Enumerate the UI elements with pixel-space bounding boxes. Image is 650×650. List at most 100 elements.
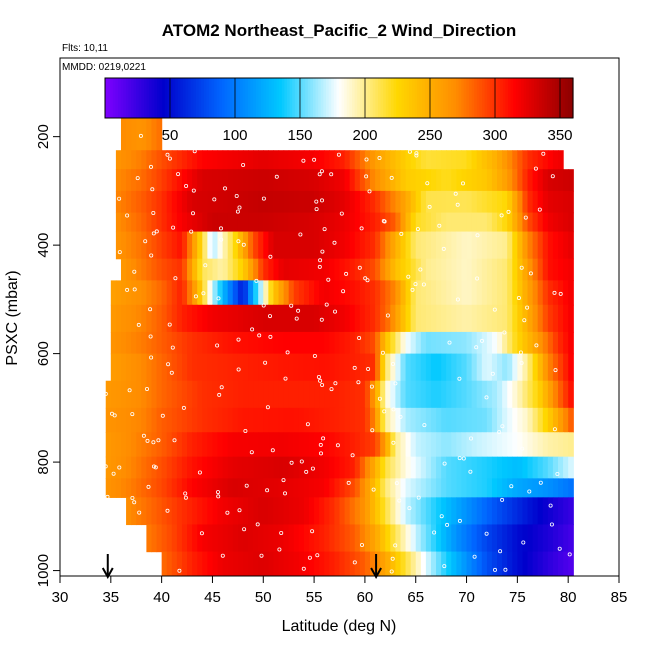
heatmap-cell [319, 497, 325, 526]
heatmap-cell [420, 190, 427, 214]
heatmap-cell [476, 497, 483, 526]
observation-marker [117, 465, 122, 470]
heatmap-cell [120, 169, 127, 192]
colorbar-segment [211, 78, 215, 118]
colorbar-segment [289, 78, 293, 118]
heatmap-cell [136, 304, 142, 333]
observation-marker [364, 157, 369, 162]
heatmap-cell [451, 497, 457, 526]
heatmap-cell [283, 456, 290, 479]
heatmap-cell [288, 231, 295, 260]
colorbar-segment [362, 78, 366, 118]
heatmap-cell [502, 407, 508, 433]
heatmap-cell [476, 169, 483, 192]
heatmap-cell [380, 231, 386, 260]
heatmap-cell [369, 524, 376, 553]
heatmap-cell [349, 169, 356, 192]
heatmap-cell [273, 212, 280, 233]
heatmap-cell [532, 353, 539, 382]
heatmap-cell [461, 190, 468, 214]
heatmap-cell [187, 304, 193, 333]
observation-marker [218, 226, 223, 231]
heatmap-cell [410, 304, 417, 333]
observation-marker [503, 567, 508, 572]
heatmap-cell [278, 524, 285, 553]
heatmap-cell [552, 258, 559, 281]
heatmap-cell [481, 380, 488, 409]
heatmap-cell [146, 258, 153, 281]
heatmap-cell [126, 456, 132, 479]
heatmap-cell [171, 331, 178, 355]
observation-marker [282, 491, 287, 496]
observation-marker [274, 174, 279, 179]
observation-marker [455, 202, 460, 207]
heatmap-cell [283, 304, 290, 333]
observation-marker [357, 265, 362, 270]
heatmap-cell [441, 524, 447, 553]
heatmap-cell [349, 551, 356, 576]
heatmap-cell [354, 380, 361, 409]
heatmap-cell [456, 331, 463, 355]
heatmap-cell [436, 212, 442, 233]
colorbar-tick-label: 100 [222, 127, 247, 144]
observation-marker [234, 193, 239, 198]
observation-marker [366, 366, 371, 371]
observation-marker [457, 456, 462, 461]
observation-marker [369, 384, 374, 389]
heatmap-cell [385, 456, 391, 479]
heatmap-cell [187, 456, 193, 479]
observation-marker [151, 210, 156, 215]
observation-marker [261, 196, 266, 201]
heatmap-cell [268, 304, 275, 333]
heatmap-cell [344, 551, 351, 576]
heatmap-cell [314, 551, 320, 576]
heatmap-cell [202, 331, 208, 355]
observation-marker [520, 446, 525, 451]
heatmap-cell [522, 432, 529, 458]
heatmap-cell [156, 432, 163, 458]
y-tick-label: 200 [35, 124, 52, 149]
heatmap-cell [537, 407, 544, 433]
heatmap-cell [456, 258, 463, 281]
heatmap-cell [532, 407, 539, 433]
colorbar-segment [172, 78, 176, 118]
heatmap-cell [430, 280, 437, 306]
heatmap-cell [207, 456, 214, 479]
heatmap-cell [395, 231, 402, 260]
heatmap-cell [568, 432, 574, 458]
heatmap-cell [202, 478, 208, 498]
heatmap-cell [517, 353, 524, 382]
heatmap-cell [222, 280, 229, 306]
heatmap-cell [466, 150, 473, 170]
heatmap-cell [329, 524, 336, 553]
observation-marker [304, 469, 309, 474]
heatmap-cell [151, 280, 158, 306]
heatmap-cell [420, 280, 427, 306]
heatmap-cell [410, 331, 417, 355]
observation-marker [176, 172, 181, 177]
heatmap-cell [171, 304, 178, 333]
observation-marker [193, 294, 198, 299]
observation-marker [236, 367, 241, 372]
heatmap-cell [451, 150, 457, 170]
observation-marker [243, 428, 248, 433]
heatmap-cell [232, 169, 239, 192]
heatmap-cell [248, 258, 254, 281]
colorbar-segment [175, 78, 179, 118]
heatmap-cell [268, 551, 275, 576]
observation-marker [289, 460, 294, 465]
heatmap-cell [354, 551, 361, 576]
heatmap-cell [385, 258, 391, 281]
heatmap-cell [212, 497, 219, 526]
heatmap-cell [502, 456, 508, 479]
heatmap-cell [115, 432, 122, 458]
observation-marker [391, 440, 396, 445]
heatmap-cell [481, 497, 488, 526]
heatmap-cell [420, 353, 427, 382]
heatmap-cell [400, 231, 407, 260]
heatmap-cell [283, 331, 290, 355]
heatmap-cell [502, 231, 508, 260]
heatmap-cell [507, 231, 513, 260]
heatmap-cell [207, 212, 214, 233]
heatmap-cell [552, 190, 559, 214]
